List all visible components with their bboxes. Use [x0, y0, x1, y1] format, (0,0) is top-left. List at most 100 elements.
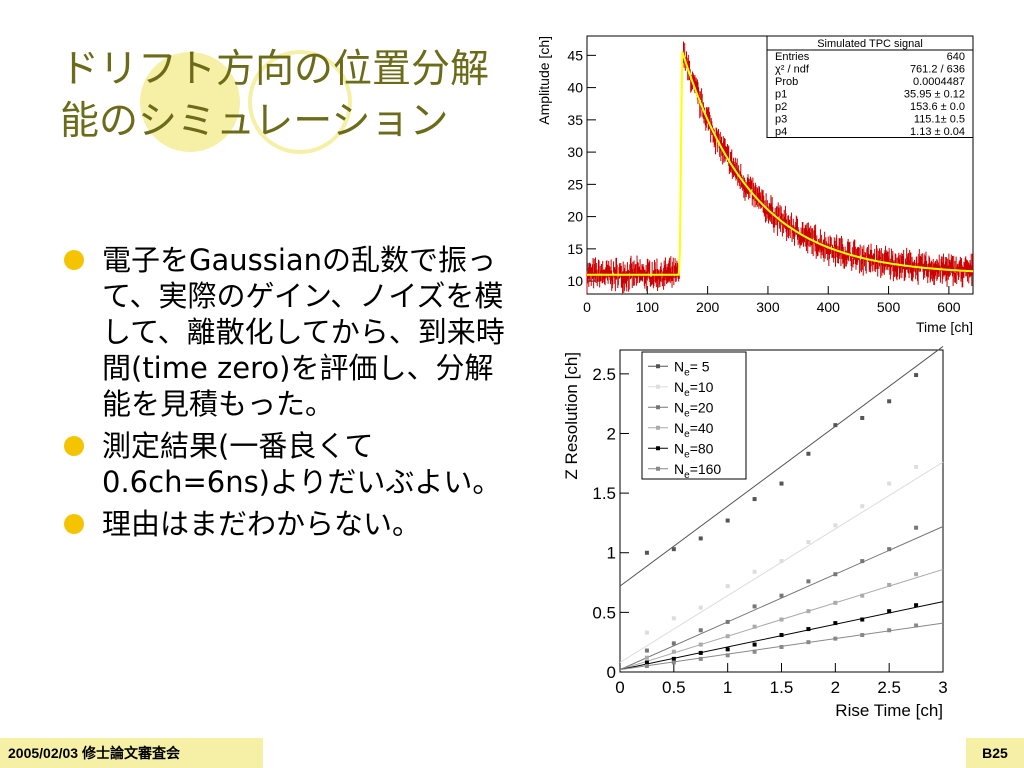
y-tick-label: 40: [567, 80, 583, 96]
slide-title: ドリフト方向の位置分解能のシミュレーション: [60, 47, 490, 144]
data-point: [644, 550, 649, 555]
stats-row-value: 761.2 / 636: [910, 64, 965, 76]
data-point: [644, 655, 649, 660]
stats-row-value: 640: [947, 51, 965, 63]
y-tick-label: 35: [567, 112, 583, 128]
x-axis-label: Rise Time [ch]: [835, 701, 943, 720]
data-point: [860, 504, 865, 509]
bullet-text: 測定結果(一番良くて0.6ch=6ns)よりだいぶよい。: [102, 429, 502, 499]
data-point: [914, 623, 919, 628]
series-group: [619, 622, 944, 671]
data-point: [833, 523, 838, 528]
x-tick-label: 200: [696, 299, 720, 315]
series-group: [619, 461, 944, 663]
data-point: [644, 664, 649, 669]
data-point: [752, 497, 757, 502]
y-tick-label: 30: [567, 144, 583, 160]
x-tick-label: 3: [938, 678, 947, 697]
decor-circles: [140, 50, 352, 154]
data-point: [833, 636, 838, 641]
data-point: [833, 621, 838, 626]
tpc-signal-chart: 0 100 200 300 400 500 600 10 15 20 25 30 35 40 45 Time …: [536, 35, 974, 335]
data-point: [833, 423, 838, 428]
data-point: [752, 569, 757, 574]
data-point: [698, 628, 703, 633]
data-point: [833, 572, 838, 577]
data-point: [887, 582, 892, 587]
x-axis-label: Time [ch]: [916, 319, 973, 335]
legend-swatch-marker: [656, 384, 660, 389]
data-point: [887, 399, 892, 404]
stats-row-value: 115.1± 0.5: [914, 114, 965, 126]
bullet-list: 電子をGaussianの乱数で振って、実際のゲイン、ノイズを模して、離散化してか…: [62, 242, 522, 548]
data-point: [671, 649, 676, 654]
x-tick-label: 400: [817, 299, 841, 315]
footer-date: 2005/02/03 修士論文審査会: [0, 738, 263, 768]
y-tick-label: 0: [607, 663, 616, 682]
y-tick-label: 20: [567, 209, 583, 225]
y-tick-label: 0.5: [592, 603, 616, 622]
data-point: [725, 619, 730, 624]
data-point: [779, 593, 784, 598]
x-tick-label: 100: [636, 299, 660, 315]
data-point: [725, 634, 730, 639]
series-group: [619, 525, 944, 671]
legend-swatch-marker: [656, 405, 660, 410]
x-tick-label: 300: [756, 299, 780, 315]
x-tick-label: 1.5: [770, 678, 794, 697]
y-tick-label: 25: [567, 176, 583, 192]
y-axis-label: Z Resolution [ch]: [562, 352, 581, 480]
bullet-text: 理由はまだわからない。: [102, 507, 422, 541]
legend-label: Ne=80: [674, 440, 714, 460]
data-point: [914, 603, 919, 608]
x-tick-label: 0: [615, 678, 624, 697]
decor-circle-ring: [248, 50, 352, 154]
data-point: [860, 415, 865, 420]
y-tick-label: 2.5: [592, 365, 616, 384]
y-tick-label: 1.5: [592, 484, 616, 503]
data-point: [887, 481, 892, 486]
data-point: [644, 648, 649, 653]
stats-row-value: 1.13 ± 0.04: [910, 126, 965, 138]
data-point: [698, 536, 703, 541]
bullet-item: 測定結果(一番良くて0.6ch=6ns)よりだいぶよい。: [62, 428, 522, 500]
stats-box: [766, 35, 974, 138]
data-point: [671, 641, 676, 646]
x-tick-label: 500: [877, 299, 901, 315]
data-point: [698, 605, 703, 610]
data-point: [644, 660, 649, 665]
y-tick-label: 2: [607, 424, 616, 443]
legend-swatch-marker: [656, 466, 660, 471]
series-group: [619, 568, 944, 671]
legend-label: Ne=40: [674, 420, 714, 440]
data-point: [698, 656, 703, 661]
data-point: [806, 540, 811, 545]
data-point: [860, 633, 865, 638]
stats-box-title: Simulated TPC signal: [817, 38, 923, 50]
data-point: [779, 481, 784, 486]
data-point: [887, 628, 892, 633]
stats-row-label: p3: [775, 114, 787, 126]
data-point: [671, 660, 676, 665]
data-point: [806, 451, 811, 456]
data-point: [779, 633, 784, 638]
x-tick-label: 1: [723, 678, 732, 697]
fit-line: [619, 346, 944, 587]
x-tick-label: 0: [583, 299, 591, 315]
y-axis-label: Amplitude [ch]: [536, 36, 552, 125]
data-point: [860, 617, 865, 622]
series-group: [619, 601, 944, 671]
y-tick-label: 1: [607, 544, 616, 563]
data-point: [833, 600, 838, 605]
data-point: [860, 559, 865, 564]
data-point: [779, 644, 784, 649]
data-point: [644, 630, 649, 635]
z-resolution-chart: 0 0.5 1 1.5 2 2.5 3 0 0.5 1 1.5 2 2.5 Rise Time [ch] Z…: [562, 346, 948, 720]
stats-row-label: Entries: [775, 51, 810, 63]
bullet-dot-icon: [64, 250, 84, 270]
data-point: [725, 647, 730, 652]
legend-swatch-marker: [656, 446, 660, 451]
data-point: [779, 617, 784, 622]
y-tick-label: 45: [567, 47, 583, 63]
data-point: [698, 650, 703, 655]
